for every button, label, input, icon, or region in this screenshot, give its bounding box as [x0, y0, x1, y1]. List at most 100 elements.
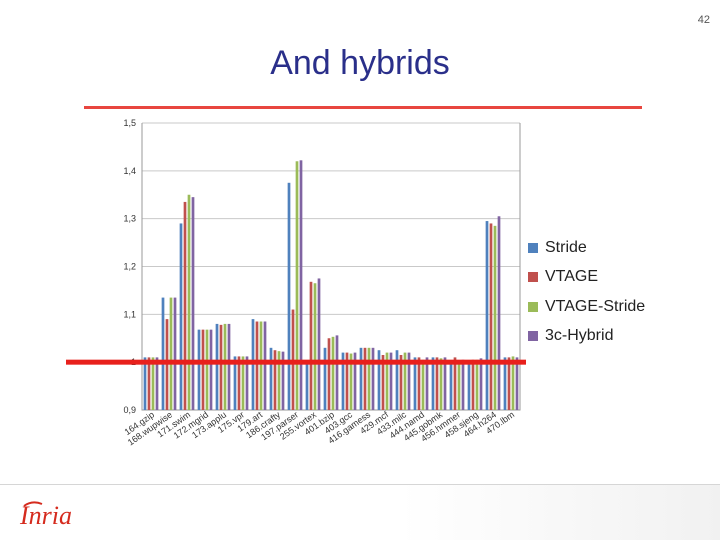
- slide-title: And hybrids: [270, 44, 450, 82]
- legend-item: Stride: [528, 233, 645, 263]
- bar-vtage-14: [399, 354, 403, 410]
- bar-3c-hybrid-13: [389, 352, 393, 410]
- bar-stride-14: [395, 350, 399, 410]
- bar-vtage-3: [201, 329, 205, 410]
- bar-vtage-20: [507, 357, 511, 410]
- legend-item: VTAGE-Stride: [528, 292, 645, 322]
- bar-3c-hybrid-16: [443, 357, 447, 410]
- bar-stride-4: [215, 323, 219, 410]
- bar-3c-hybrid-4: [227, 323, 231, 410]
- x-axis-ticks: 164.gzip168.wupwise171.swim172.mgrid173.…: [123, 409, 517, 447]
- bar-3c-hybrid-14: [407, 352, 411, 410]
- bar-3c-hybrid-6: [263, 321, 267, 410]
- bar-vtage-stride-13: [385, 352, 389, 410]
- bar-stride-2: [179, 223, 183, 410]
- bar-stride-11: [341, 352, 345, 410]
- legend-item: VTAGE: [528, 263, 645, 293]
- bar-stride-15: [413, 357, 417, 410]
- y-tick-label: 1,2: [123, 262, 136, 272]
- bar-3c-hybrid-18: [479, 358, 483, 410]
- bar-vtage-stride-6: [259, 321, 263, 410]
- legend-item: 3c-Hybrid: [528, 322, 645, 352]
- bar-3c-hybrid-0: [155, 357, 159, 410]
- bar-stride-17: [449, 362, 453, 410]
- y-axis-ticks: 0,911,11,21,31,41,5: [123, 118, 136, 415]
- bar-3c-hybrid-2: [191, 197, 195, 410]
- legend-swatch: [528, 272, 538, 283]
- bar-3c-hybrid-20: [515, 357, 519, 410]
- bar-vtage-stride-17: [457, 362, 461, 410]
- y-tick-label: 0,9: [123, 405, 136, 415]
- inria-logo: Inria: [19, 501, 72, 530]
- bar-vtage-stride-19: [493, 225, 497, 410]
- bar-stride-12: [359, 347, 363, 410]
- bar-stride-18: [467, 362, 471, 410]
- bar-stride-20: [503, 357, 507, 410]
- bar-3c-hybrid-12: [371, 347, 375, 410]
- bar-stride-10: [323, 347, 327, 410]
- title-rule: [84, 106, 642, 109]
- bar-3c-hybrid-10: [335, 335, 339, 410]
- legend-label: Stride: [545, 238, 587, 256]
- bar-3c-hybrid-9: [317, 278, 321, 410]
- bar-stride-3: [197, 329, 201, 410]
- bar-vtage-stride-12: [367, 347, 371, 410]
- bar-3c-hybrid-15: [425, 357, 429, 410]
- bar-vtage-5: [237, 356, 241, 410]
- bar-vtage-stride-20: [511, 356, 515, 410]
- bar-3c-hybrid-3: [209, 329, 213, 410]
- bar-vtage-2: [183, 201, 187, 410]
- bar-vtage-stride-18: [475, 359, 479, 410]
- legend-swatch: [528, 242, 538, 253]
- bar-vtage-stride-10: [331, 336, 335, 410]
- bar-vtage-stride-16: [439, 358, 443, 410]
- bar-3c-hybrid-5: [245, 356, 249, 410]
- bar-vtage-stride-2: [187, 194, 191, 410]
- y-tick-label: 1,1: [123, 309, 136, 319]
- bar-vtage-10: [327, 338, 331, 410]
- bar-vtage-0: [147, 357, 151, 410]
- bar-vtage-6: [255, 321, 259, 410]
- legend-swatch: [528, 301, 538, 312]
- bar-vtage-9: [309, 281, 313, 410]
- bar-vtage-stride-9: [313, 283, 317, 410]
- legend-label: VTAGE: [545, 268, 599, 286]
- bar-vtage-15: [417, 357, 421, 410]
- bar-vtage-16: [435, 357, 439, 410]
- y-tick-label: 1,3: [123, 214, 136, 224]
- bar-vtage-18: [471, 359, 475, 410]
- bar-vtage-stride-14: [403, 352, 407, 410]
- bar-vtage-7: [273, 350, 277, 410]
- bar-3c-hybrid-1: [173, 297, 177, 410]
- bar-3c-hybrid-8: [299, 160, 303, 410]
- bar-stride-0: [143, 357, 147, 410]
- bar-stride-5: [233, 356, 237, 410]
- bar-3c-hybrid-7: [281, 351, 285, 410]
- plot-frame: [141, 123, 521, 411]
- bar-stride-8: [287, 182, 291, 410]
- bar-vtage-stride-15: [421, 359, 425, 410]
- bar-3c-hybrid-17: [461, 359, 465, 410]
- bar-stride-13: [377, 350, 381, 410]
- legend: Stride VTAGE VTAGE-Stride 3c-Hybrid: [528, 233, 645, 351]
- reference-line-layer: [66, 359, 526, 365]
- footer-rule: [0, 484, 720, 485]
- bar-vtage-stride-8: [295, 161, 299, 410]
- bar-vtage-stride-11: [349, 353, 353, 410]
- page-number: 42: [697, 14, 710, 26]
- bar-vtage-19: [489, 223, 493, 410]
- inria-logo-text: Inria: [19, 501, 72, 530]
- bar-stride-16: [431, 357, 435, 410]
- bar-stride-9: [305, 362, 309, 410]
- bar-vtage-11: [345, 352, 349, 410]
- bar-vtage-stride-0: [151, 357, 155, 410]
- bar-3c-hybrid-11: [353, 352, 357, 410]
- bar-vtage-stride-5: [241, 356, 245, 410]
- footer-band: [400, 485, 720, 540]
- bar-vtage-stride-7: [277, 351, 281, 410]
- y-tick-label: 1,5: [123, 118, 136, 128]
- bar-stride-19: [485, 221, 489, 410]
- bar-vtage-13: [381, 354, 385, 410]
- legend-swatch: [528, 331, 538, 342]
